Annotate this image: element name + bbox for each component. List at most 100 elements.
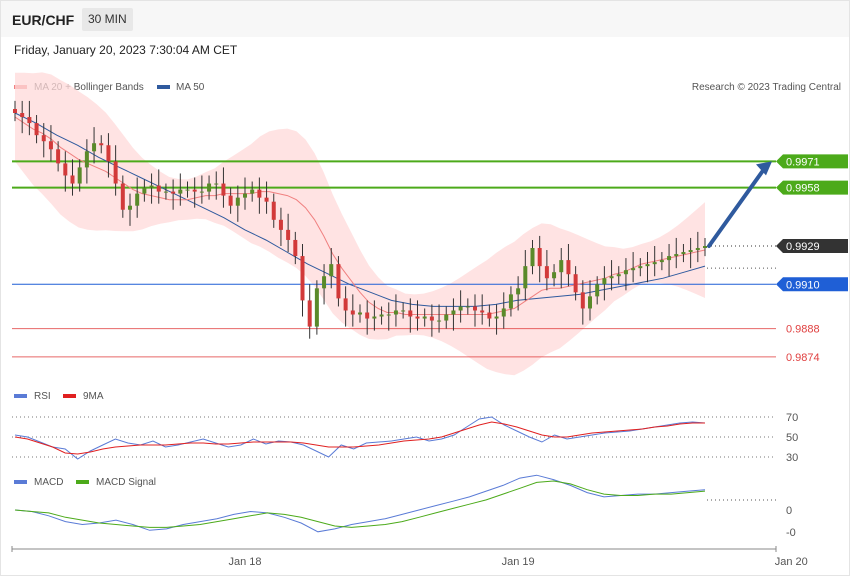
rsi-tick-50: 50 (786, 432, 798, 444)
candle-body (530, 248, 535, 267)
candle-body (286, 229, 291, 240)
candle-body (63, 163, 68, 176)
candle-body (135, 193, 140, 206)
candle-body (451, 310, 456, 315)
candle-body (631, 268, 636, 271)
candle-body (537, 248, 542, 267)
candle-body (580, 292, 585, 309)
candle-body (487, 312, 492, 319)
candle-body (688, 250, 693, 253)
timestamp: Friday, January 20, 2023 7:30:04 AM CET (14, 43, 238, 57)
candle-body (156, 185, 161, 192)
rsi-panel: 70 50 30 (12, 412, 798, 464)
candle-body (358, 312, 362, 315)
candle-body (171, 191, 176, 194)
candle-body (120, 183, 125, 210)
level-tag-0.9971: 0.9971 (786, 156, 820, 168)
macd-signal-line (14, 480, 706, 528)
candle-body (602, 278, 607, 285)
candle-body (207, 183, 212, 192)
candle-body (278, 219, 283, 230)
x-tick-label: Jan 19 (502, 556, 535, 568)
candle-body (20, 113, 25, 118)
candle-body (70, 175, 75, 184)
price-panel: 0.9971 0.9958 0.9929 0.9910 0.9888 0.9874 (12, 72, 848, 376)
candle-body (92, 143, 97, 152)
candle-body (695, 248, 700, 251)
macd-legend-swatch (14, 480, 27, 484)
candle-body (192, 189, 197, 192)
candle-body (228, 195, 233, 206)
level-tag-0.9888: 0.9888 (786, 324, 820, 336)
candle-body (609, 276, 614, 279)
candle-body (250, 189, 255, 194)
candle-body (559, 260, 564, 273)
candle-body (588, 296, 592, 309)
projection-arrow-shaft (707, 164, 768, 248)
candle-body (84, 151, 89, 168)
rsi-ma-legend-swatch (63, 394, 76, 398)
candle-body (473, 306, 477, 311)
rsi-ma-line (14, 421, 705, 455)
rsi-tick-30: 30 (786, 452, 798, 464)
level-tag-bg-0.9971 (776, 154, 848, 169)
candle-body (343, 298, 348, 311)
candle-body (243, 193, 247, 198)
candle-body (552, 272, 557, 279)
candle-body (128, 205, 132, 210)
candle-body (623, 270, 628, 275)
candle-body (199, 191, 204, 193)
candle-body (293, 239, 298, 257)
symbol-title: EUR/CHF (12, 12, 75, 28)
level-tag-0.9874: 0.9874 (786, 352, 820, 364)
candle-body (638, 266, 643, 269)
candle-body (34, 123, 39, 136)
candle-body (214, 183, 219, 185)
level-tag-0.9929: 0.9929 (786, 241, 820, 253)
candle-body (437, 320, 442, 322)
candle-body (386, 314, 391, 316)
candle-body (322, 276, 327, 289)
candle-body (178, 189, 183, 194)
candle-body (616, 274, 621, 277)
candle-body (314, 288, 319, 327)
candle-body (566, 260, 571, 275)
candle-body (595, 284, 600, 297)
candle-body (264, 197, 269, 202)
macd-line (14, 474, 706, 533)
candle-body (465, 306, 470, 308)
rsi-tick-70: 70 (786, 412, 798, 424)
candle-body (77, 167, 82, 184)
candle-body (703, 246, 707, 249)
candle-body (142, 187, 147, 194)
timeframe-badge[interactable]: 30 MIN (82, 8, 133, 31)
rsi-line (14, 416, 706, 460)
ma50-legend-label: MA 50 (176, 82, 205, 93)
candle-body (336, 264, 341, 299)
macd-signal-legend-label: MACD Signal (96, 477, 156, 488)
candle-body (13, 108, 17, 114)
candle-body (516, 288, 521, 295)
bollinger-band-area (15, 72, 705, 376)
candle-body (41, 135, 46, 142)
candle-body (271, 201, 276, 220)
level-tag-bg-0.9958 (776, 180, 848, 195)
candle-body (501, 308, 506, 317)
candle-body (458, 306, 463, 311)
candle-body (652, 262, 657, 265)
candle-body (401, 310, 406, 312)
candle-body (307, 300, 312, 327)
candle-body (415, 316, 420, 319)
chart-header: EUR/CHF 30 MIN (1, 1, 849, 37)
macd-signal-legend-swatch (76, 480, 89, 484)
macd-tick-neg-zero: -0 (786, 527, 796, 539)
level-tag-0.9958: 0.9958 (786, 183, 820, 195)
candle-body (221, 183, 226, 196)
candle-body (372, 316, 377, 319)
level-tag-0.9910: 0.9910 (786, 279, 820, 291)
level-tag-bg-0.9910 (776, 277, 848, 292)
candle-body (113, 161, 118, 184)
candle-body (573, 274, 578, 293)
